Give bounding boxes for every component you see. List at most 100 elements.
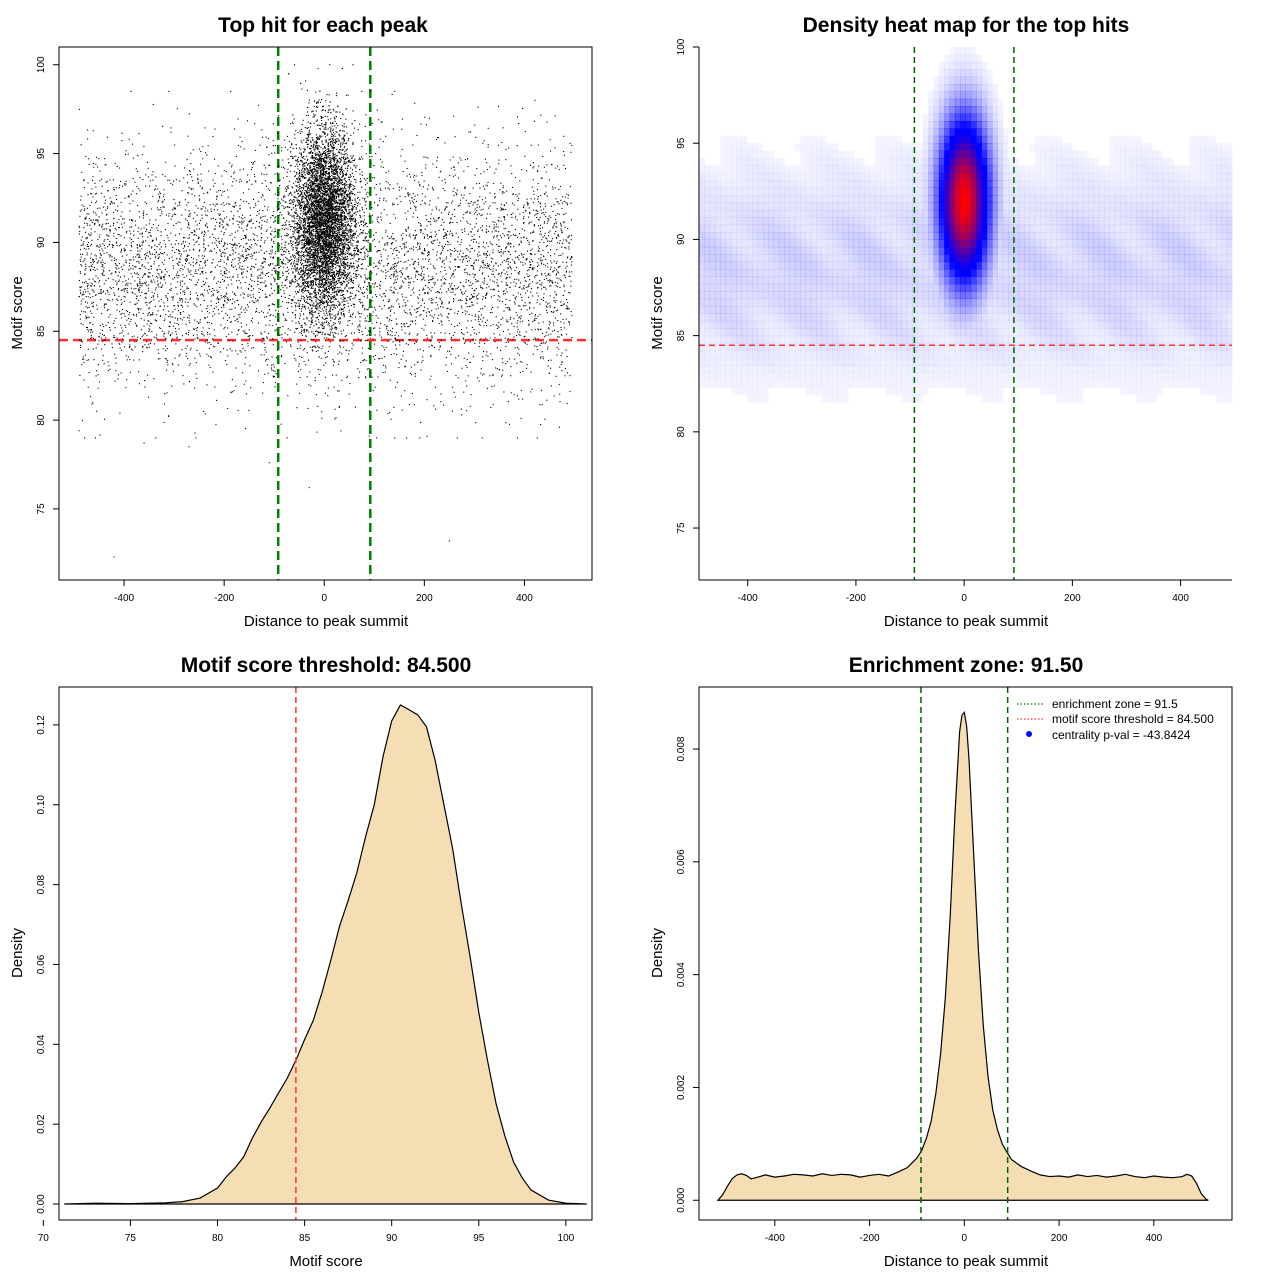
scatter-point [243,246,245,248]
scatter-point [260,228,262,230]
scatter-point [442,404,445,406]
scatter-point [567,256,569,258]
scatter-point [329,287,331,289]
scatter-point [332,334,334,336]
scatter-point [497,299,499,301]
scatter-point [446,256,448,258]
scatter-point [394,90,396,92]
scatter-point [364,232,367,234]
scatter-point [317,345,319,348]
scatter-point [522,261,524,263]
scatter-point [203,283,206,285]
scatter-point [328,251,330,253]
scatter-point [274,228,276,230]
scatter-point [213,329,215,331]
scatter-point [178,261,180,263]
scatter-point [502,208,504,210]
scatter-point [190,232,192,234]
scatter-point [440,313,442,315]
scatter-point [260,354,262,356]
scatter-point [551,310,553,313]
scatter-point [569,142,571,144]
scatter-point [248,221,250,223]
scatter-point [355,277,357,279]
scatter-point [397,275,399,277]
scatter-point [289,294,291,297]
scatter-point [522,256,524,258]
scatter-point [497,245,499,247]
scatter-point [88,213,90,215]
scatter-point [342,205,344,207]
scatter-point [521,228,523,230]
scatter-point [504,273,506,275]
scatter-point [242,222,244,224]
scatter-point [163,320,165,322]
scatter-point [357,269,359,271]
scatter-point [139,280,141,282]
scatter-point [189,349,191,351]
scatter-point [198,199,201,201]
scatter-point [118,227,121,229]
scatter-point [199,355,201,357]
scatter-point [107,235,109,237]
scatter-point [246,254,248,256]
scatter-point [130,90,132,92]
scatter-point [333,299,335,301]
scatter-point [431,345,433,347]
scatter-point [232,244,234,246]
scatter-point [271,230,273,232]
scatter-point [305,335,307,338]
scatter-point [412,234,414,236]
scatter-point [392,202,394,204]
scatter-point [272,215,274,217]
scatter-point [170,289,172,291]
scatter-point [218,241,220,243]
scatter-point [90,331,92,333]
scatter-point [179,204,181,206]
scatter-point [347,273,349,275]
scatter-point [166,234,168,236]
scatter-point [565,212,567,214]
scatter-point [140,295,142,297]
scatter-point [306,317,308,319]
scatter-point [479,324,481,326]
scatter-point [272,314,274,317]
scatter-point [149,252,151,254]
scatter-point [226,276,228,279]
scatter-point [540,194,542,197]
scatter-point [499,296,501,298]
scatter-point [265,358,267,361]
scatter-point [539,233,541,235]
scatter-point [469,251,471,253]
scatter-point [372,311,374,313]
scatter-point [283,208,285,210]
scatter-point [241,250,243,252]
scatter-point [279,327,281,329]
scatter-point [90,285,92,287]
scatter-point [142,212,144,214]
scatter-point [532,295,534,297]
scatter-point [233,205,235,207]
scatter-point [86,307,89,309]
scatter-point [131,291,133,293]
scatter-point [84,222,86,224]
scatter-point [414,268,416,270]
scatter-point [354,304,356,306]
scatter-point [224,273,226,275]
scatter-point [546,306,548,308]
scatter-point [383,265,385,267]
scatter-point [225,272,227,274]
scatter-point [519,213,521,215]
scatter-point [545,211,547,213]
scatter-point [477,230,479,232]
scatter-point [257,200,259,202]
scatter-point [516,314,518,316]
scatter-point [426,234,428,236]
scatter-point [552,226,554,228]
scatter-point [119,412,121,414]
scatter-point [132,268,134,270]
scatter-point [229,162,231,164]
scatter-point [500,220,502,222]
scatter-point [264,373,266,375]
scatter-point [504,293,506,295]
